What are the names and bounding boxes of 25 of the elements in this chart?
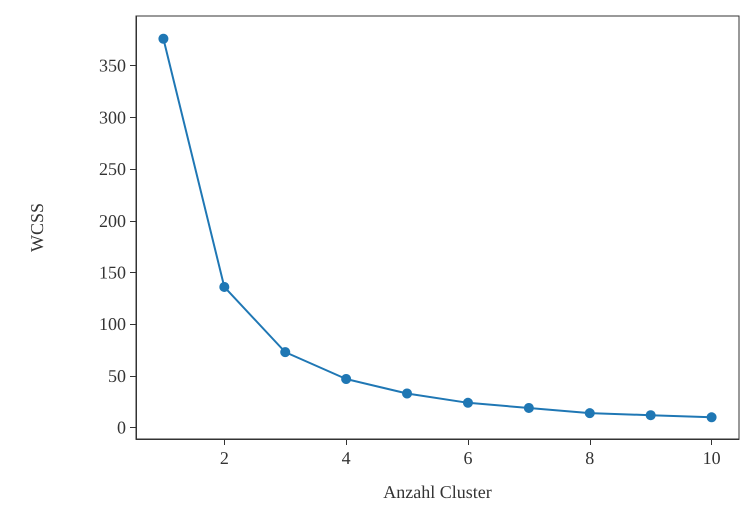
y-tick-label: 150 — [99, 262, 126, 282]
y-tick-label: 100 — [99, 314, 126, 334]
y-axis-title: WCSS — [27, 202, 47, 252]
point — [524, 402, 534, 413]
point — [646, 410, 656, 420]
y-tick-label: 250 — [99, 159, 126, 180]
point — [158, 34, 168, 44]
x-tick-label: 4 — [342, 448, 351, 468]
point — [584, 408, 595, 418]
x-tick-label: 8 — [585, 448, 594, 468]
y-tick-label: 0 — [117, 418, 126, 438]
y-tick-label: 300 — [99, 107, 126, 128]
point — [280, 347, 290, 358]
y-tick-label: 350 — [99, 56, 126, 76]
y-tick-label: 200 — [99, 210, 126, 231]
point — [402, 388, 412, 398]
x-tick-label: 10 — [702, 448, 721, 468]
point — [462, 398, 473, 408]
y-tick-label: 50 — [108, 366, 126, 386]
x-axis-title: Anzahl Cluster — [383, 482, 492, 502]
x-tick-label: 2 — [220, 448, 229, 468]
point — [706, 412, 717, 422]
x-tick-label: 6 — [463, 448, 472, 468]
point — [219, 282, 230, 292]
point — [341, 374, 352, 384]
